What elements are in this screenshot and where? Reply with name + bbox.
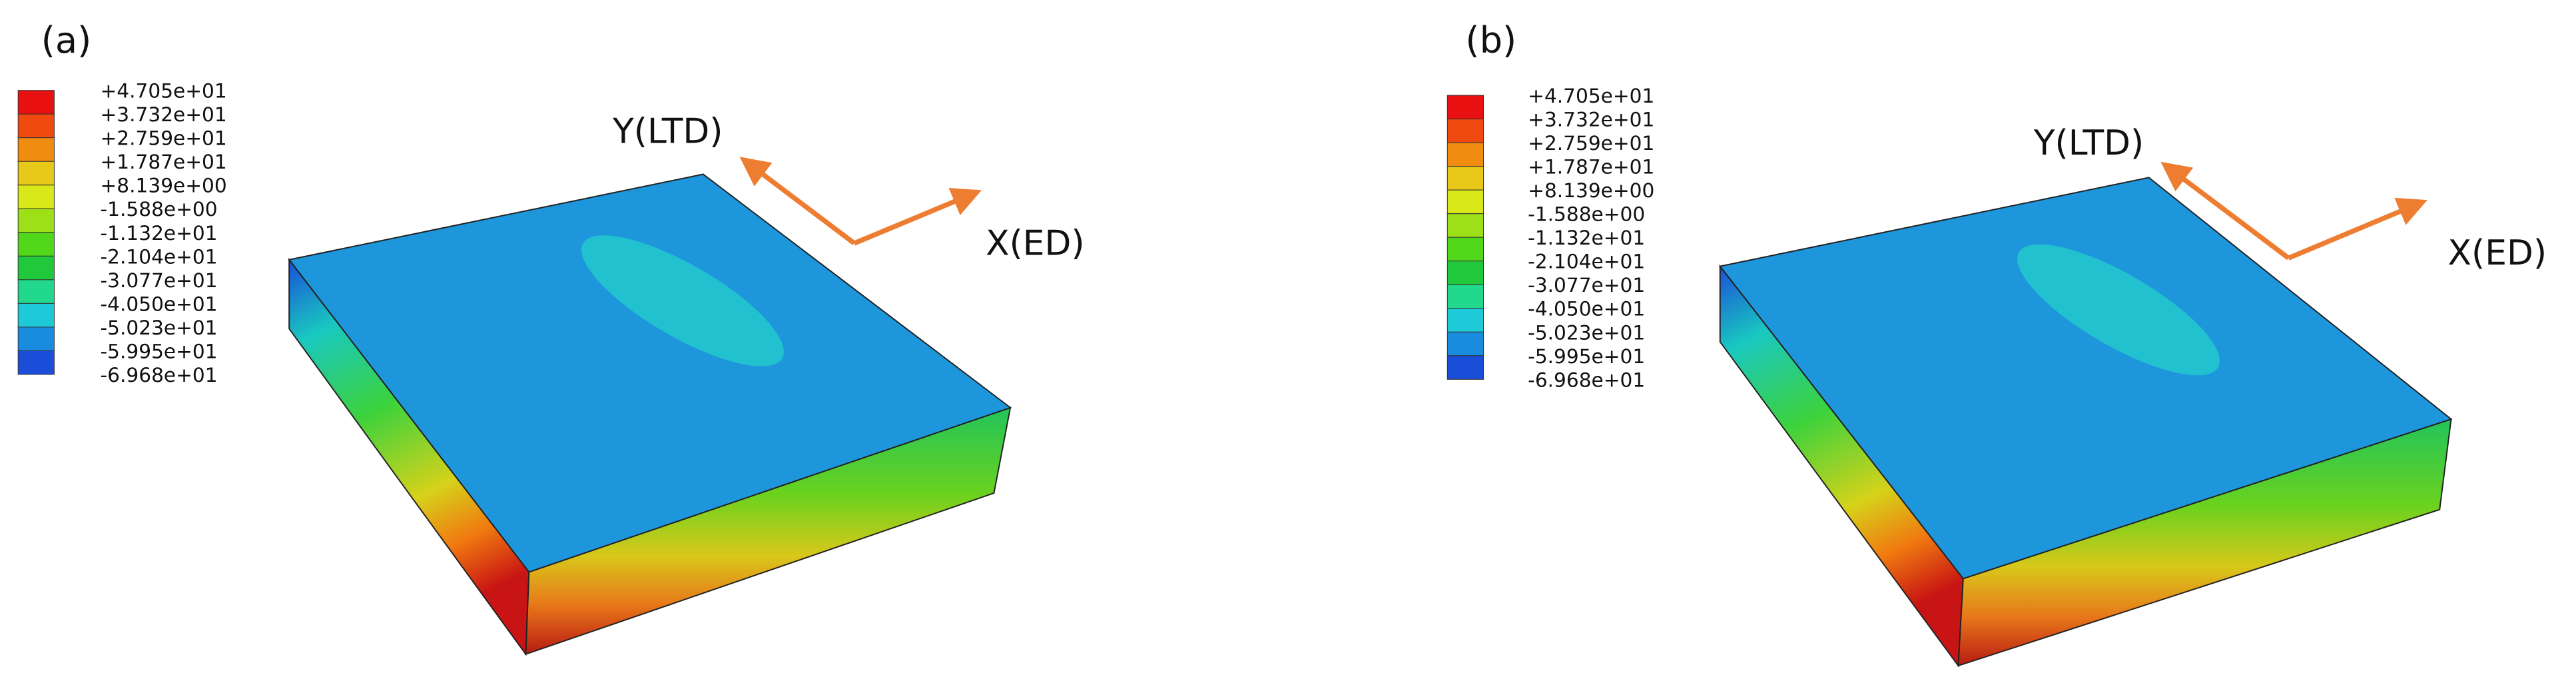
legend-swatch (1447, 119, 1484, 143)
contour (581, 235, 784, 366)
legend-label: -5.995e+01 (101, 340, 218, 362)
legend-label: +1.787e+01 (1528, 156, 1654, 179)
panel-label: (a) (41, 19, 92, 61)
y-axis-label: Y(LTD) (2033, 123, 2144, 163)
legend-label: -4.050e+01 (1528, 298, 1645, 321)
x-arrow (2287, 197, 2427, 261)
legend-swatch (17, 255, 55, 281)
legend-label: +3.732e+01 (1528, 109, 1654, 131)
legend-swatch (1447, 284, 1484, 309)
legend-label: -2.104e+01 (101, 245, 218, 268)
legend-swatch (17, 350, 55, 375)
panel-label: (b) (1465, 19, 1516, 61)
legend-label: -1.132e+01 (1528, 227, 1645, 249)
legend-label: -1.588e+00 (1528, 203, 1645, 226)
legend-swatch (17, 185, 55, 209)
legend-swatch (1447, 331, 1484, 356)
legend-swatch (17, 90, 55, 115)
legend-swatch (17, 303, 55, 328)
legend-swatch (1447, 308, 1484, 333)
legend-swatch (1447, 261, 1484, 285)
legend-swatch (17, 327, 55, 351)
legend-label: +4.705e+01 (1528, 85, 1654, 107)
legend-label: +2.759e+01 (101, 127, 227, 150)
legend-label: -4.050e+01 (101, 293, 218, 315)
legend-label: +2.759e+01 (1528, 132, 1654, 155)
panel: (b) +4.705e+01+3.732e+01+2.759e+01+1.787e… (1447, 19, 2547, 668)
legend-label: +3.732e+01 (101, 103, 227, 126)
panel: (a) +4.705e+01+3.732e+01+2.759e+01+1.787e… (17, 19, 1085, 656)
legend-swatch (17, 113, 55, 139)
legend-label: -6.968e+01 (101, 364, 218, 386)
legend-label: -1.588e+00 (101, 198, 218, 221)
legend-swatch (17, 232, 55, 257)
legend-label: -6.968e+01 (1528, 368, 1645, 391)
legend-label: -5.023e+01 (101, 317, 218, 339)
y-axis-label: Y(LTD) (612, 112, 723, 152)
legend-label: -3.077e+01 (101, 269, 218, 292)
legend-swatch (17, 137, 55, 162)
legend-swatch (1447, 95, 1484, 120)
legend-swatch (17, 279, 55, 304)
legend-label: +4.705e+01 (101, 80, 227, 103)
legend-label: +8.139e+00 (101, 175, 227, 197)
legend-label: +1.787e+01 (101, 151, 227, 173)
legend-swatch (1447, 166, 1484, 191)
legend-swatch (1447, 142, 1484, 167)
legend-label: -2.104e+01 (1528, 251, 1645, 273)
contour (2017, 244, 2220, 376)
legend-label: -5.995e+01 (1528, 345, 1645, 368)
legend-swatch (17, 161, 55, 186)
top-face (288, 173, 1012, 573)
x-axis-label: X(ED) (986, 223, 1085, 263)
x-axis-label: X(ED) (2448, 233, 2547, 273)
legend-label: +8.139e+00 (1528, 179, 1654, 202)
legend-swatch (1447, 189, 1484, 215)
legend-swatch (1447, 213, 1484, 238)
legend-label: -1.132e+01 (101, 222, 218, 245)
x-arrow (853, 187, 982, 246)
legend-swatch (17, 208, 55, 233)
legend-swatch (1447, 237, 1484, 262)
legend-label: -3.077e+01 (1528, 274, 1645, 297)
y-arrow (739, 157, 856, 246)
legend-label: -5.023e+01 (1528, 321, 1645, 344)
y-arrow (2160, 161, 2290, 261)
top-face (1719, 177, 2453, 580)
legend-swatch (1447, 355, 1484, 380)
